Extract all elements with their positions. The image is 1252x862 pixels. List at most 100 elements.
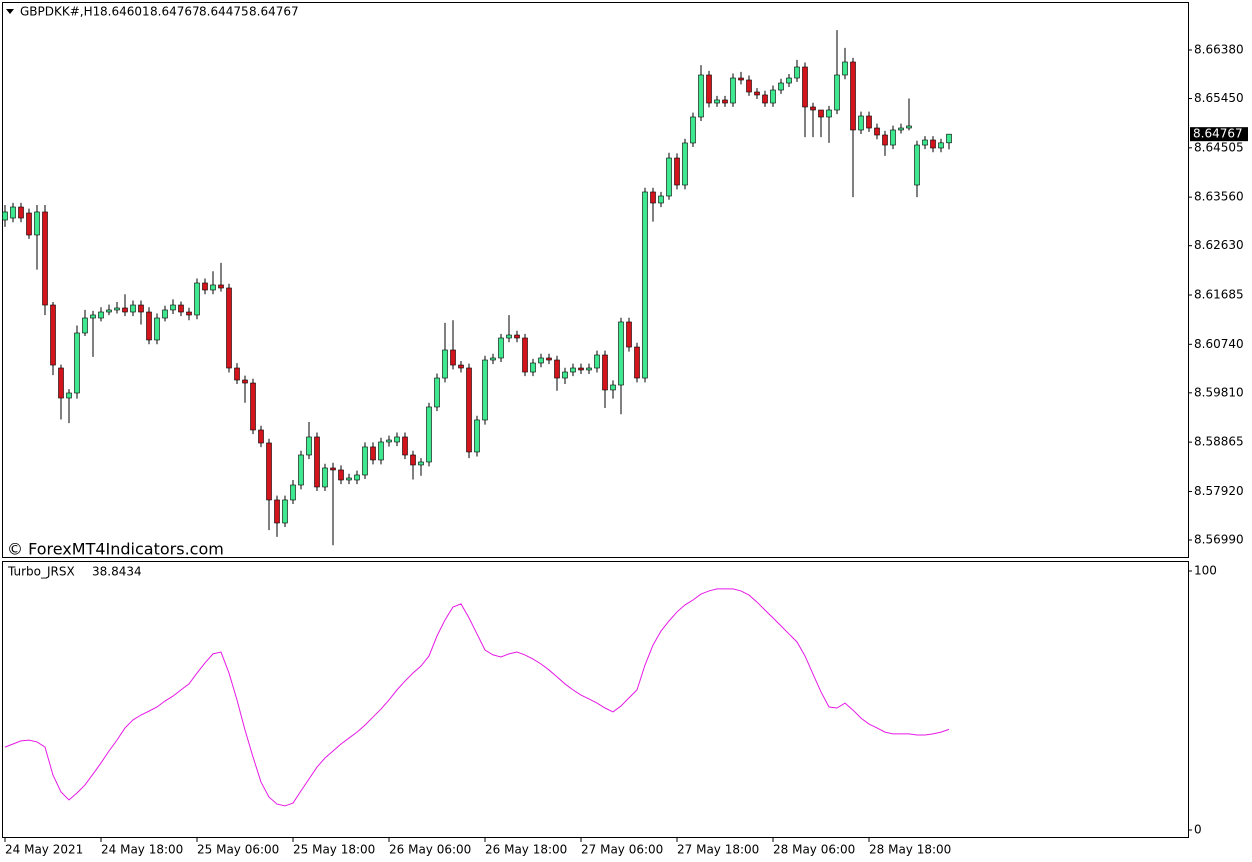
candle-body [626,321,632,348]
candle-body [922,139,928,146]
candle-body [178,304,184,313]
candle-body [682,142,688,186]
candle-body [402,436,408,456]
ohlc-high: 8.64767 [150,5,200,19]
candle-body [842,61,848,76]
candle-body [882,134,888,146]
candle-body [258,429,264,444]
candle-body [106,309,112,313]
y-tick-label: 8.61685 [1194,287,1244,301]
candle-body [314,436,320,488]
candle-body [274,499,280,524]
candle-body [322,467,328,488]
candle-body [58,367,64,399]
y-tick-label: 8.56990 [1194,532,1244,546]
y-tick-label: 8.66380 [1194,42,1244,56]
candle-body [442,349,448,379]
x-tick-label: 25 May 18:00 [293,843,375,857]
candle-body [714,99,720,104]
candle-body [522,337,528,373]
candle-body [594,354,600,369]
menu-arrow[interactable] [6,9,14,14]
candle-body [514,334,520,339]
candle-body [698,74,704,118]
candle-body [418,461,424,466]
candle-body [770,89,776,104]
candle-body [98,311,104,319]
candle-body [818,109,824,118]
candle-body [458,364,464,369]
candle-body [474,419,480,453]
candle-body [706,74,712,104]
candle-body [802,66,808,108]
price-label-box [1190,127,1248,142]
candle-body [434,377,440,408]
candle-body [570,367,576,373]
candle-body [874,127,880,136]
candle-body [306,436,312,456]
candle-body [530,362,536,373]
candle-body [370,446,376,461]
candle-body [66,392,72,399]
candle-body [898,127,904,131]
y-tick-label: 0 [1194,823,1202,837]
candle-body [394,436,400,443]
candle-body [210,284,216,291]
candle-body [234,367,240,381]
candle-body [42,211,48,306]
candle-body [242,379,248,384]
y-tick-label: 8.63560 [1194,190,1244,204]
candle-body [282,499,288,524]
x-tick-label: 24 May 18:00 [101,843,183,857]
candle-body [930,139,936,149]
candle-body [482,359,488,421]
candle-body [138,304,144,313]
y-tick-label: 8.60740 [1194,337,1244,351]
candle-body [290,484,296,501]
candle-body [850,61,856,131]
candle-body [26,212,32,236]
main-panel [2,2,1189,558]
candle-body [2,211,8,221]
candle-body [266,442,272,501]
candle-body [554,359,560,379]
candle-body [562,371,568,379]
y-tick-label: 8.58865 [1194,435,1244,449]
ohlc-low: 8.64475 [199,5,249,19]
candle-body [330,467,336,471]
candle-body [122,307,128,313]
indicator-line [4,588,950,807]
candle-body [762,94,768,104]
candle-body [82,317,88,334]
candle-body [18,206,24,219]
candle-body [810,106,816,111]
candle-body [546,357,552,361]
candle-body [114,307,120,311]
candle-body [218,284,224,289]
candle-body [914,144,920,186]
candle-body [346,477,352,481]
y-tick-label: 8.65450 [1194,91,1244,105]
y-tick-label: 100 [1194,564,1217,578]
candle-body [34,211,40,236]
candle-body [866,115,872,129]
candle-body [386,439,392,443]
candle-body [938,142,944,149]
candle-body [538,357,544,364]
watermark: © ForexMT4Indicators.com [7,540,224,559]
candle-body [858,115,864,131]
candle-body [658,195,664,204]
indicator-panel [2,561,1189,838]
candle-body [650,191,656,204]
candle-body [754,91,760,96]
candle-body [490,357,496,361]
candle-body [186,311,192,316]
candle-body [746,79,752,93]
candle-body [666,157,672,197]
y-tick-label: 8.59810 [1194,385,1244,399]
y-tick-label: 8.62630 [1194,238,1244,252]
symbol: GBPDKK#,H1 [20,5,100,19]
candle-body [890,129,896,146]
candle-body [450,349,456,366]
